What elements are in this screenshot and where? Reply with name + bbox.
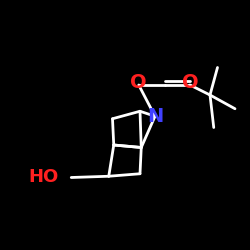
Text: O: O: [130, 73, 147, 92]
Text: O: O: [182, 73, 198, 92]
Text: N: N: [147, 107, 163, 126]
Text: HO: HO: [28, 168, 59, 186]
